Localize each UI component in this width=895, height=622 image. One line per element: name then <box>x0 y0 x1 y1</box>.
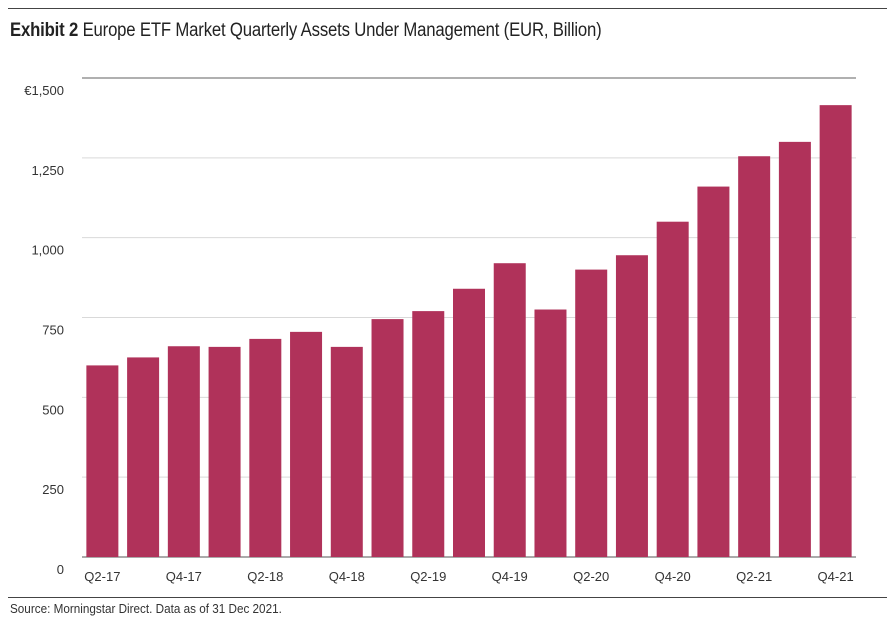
x-tick-label: Q2-18 <box>247 569 283 584</box>
bar-Q4-17 <box>167 346 200 557</box>
bar-Q1-21 <box>697 186 730 557</box>
bar-Q3-18 <box>290 331 323 557</box>
x-tick-label: Q4-18 <box>329 569 365 584</box>
y-tick-label: 0 <box>57 562 64 577</box>
exhibit-label: Exhibit 2 <box>10 20 79 41</box>
bar-Q3-19 <box>453 288 485 557</box>
x-tick-label: Q4-19 <box>492 569 528 584</box>
bar-Q1-18 <box>208 346 241 557</box>
source-note: Source: Morningstar Direct. Data as of 3… <box>10 601 282 616</box>
x-tick-label: Q2-19 <box>410 569 446 584</box>
chart-title-text: Europe ETF Market Quarterly Assets Under… <box>78 20 602 41</box>
bar-Q2-17 <box>86 365 119 557</box>
y-tick-label: €1,500 <box>24 83 64 98</box>
chart-title: Exhibit 2 Europe ETF Market Quarterly As… <box>10 20 602 42</box>
bar-Q2-19 <box>412 311 445 557</box>
bar-Q1-20 <box>534 309 567 557</box>
bar-Q4-19 <box>493 263 526 557</box>
y-tick-label: 500 <box>42 402 64 417</box>
bar-Q4-20 <box>656 221 689 557</box>
y-tick-label: 1,000 <box>31 243 64 258</box>
top-rule <box>8 8 887 9</box>
bar-Q1-19 <box>371 319 404 557</box>
x-axis-ticks: Q2-17 Q4-17 Q2-18 Q4-18 Q2-19 Q4-19 Q2-20 Q4-20… <box>84 569 853 584</box>
bar-Q2-21 <box>738 156 771 557</box>
y-tick-label: 1,250 <box>31 163 64 178</box>
bar-Q3-17 <box>127 357 160 557</box>
x-tick-label: Q4-17 <box>166 569 202 584</box>
bar-Q4-21 <box>819 105 852 557</box>
x-tick-label: Q2-21 <box>736 569 772 584</box>
bar-Q2-20 <box>575 269 608 557</box>
x-tick-label: Q4-20 <box>655 569 691 584</box>
bar-Q4-18 <box>330 346 363 557</box>
x-tick-label: Q2-20 <box>573 569 609 584</box>
y-tick-label: 250 <box>42 482 64 497</box>
x-tick-label: Q2-17 <box>84 569 120 584</box>
y-tick-label: 750 <box>42 323 64 338</box>
bars <box>86 105 852 558</box>
x-tick-label: Q4-21 <box>818 569 854 584</box>
bottom-rule <box>8 597 887 598</box>
bar-Q3-20 <box>615 255 648 558</box>
bar-Q3-21 <box>778 141 811 557</box>
y-axis-ticks: 0 250 500 750 1,000 1,250 €1,500 <box>24 83 64 577</box>
bar-Q2-18 <box>249 338 282 557</box>
